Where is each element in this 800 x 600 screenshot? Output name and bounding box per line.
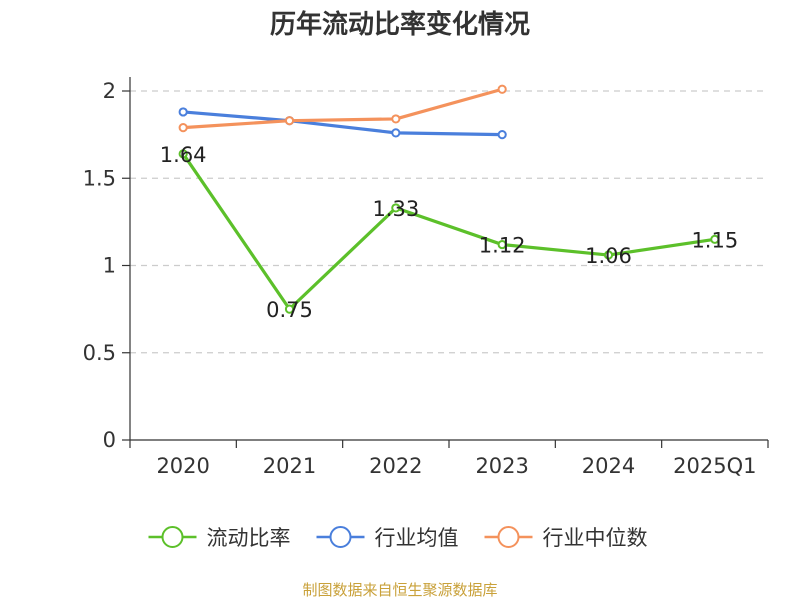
data-point[interactable] — [391, 128, 401, 138]
data-labels: 1.64 0.75 1.33 1.12 1.06 1.15 — [160, 143, 738, 322]
data-point[interactable] — [391, 114, 401, 124]
series-layer — [178, 84, 720, 314]
legend-marker-icon — [161, 526, 184, 548]
y-tick-label: 1 — [103, 254, 116, 278]
x-tick-label: 2024 — [582, 454, 635, 478]
legend[interactable]: 流动比率 行业均值 行业中位数 — [148, 526, 648, 550]
data-point[interactable] — [284, 116, 295, 126]
data-point[interactable] — [603, 250, 614, 260]
legend-marker-icon — [329, 526, 352, 548]
data-point[interactable] — [284, 304, 295, 314]
y-tick-label: 1.5 — [83, 166, 116, 190]
data-label: 1.15 — [691, 228, 738, 252]
legend-item[interactable]: 流动比率 — [148, 526, 291, 550]
series-line — [181, 152, 716, 311]
legend-label: 行业中位数 — [543, 526, 648, 550]
y-tick-label: 0.5 — [83, 341, 116, 365]
data-point[interactable] — [497, 84, 507, 94]
data-point[interactable] — [497, 239, 507, 250]
x-tick-label: 2021 — [263, 454, 316, 478]
grid-lines — [130, 90, 768, 354]
data-point[interactable] — [178, 149, 188, 159]
source-note: 制图数据来自恒生聚源数据库 — [302, 581, 497, 599]
legend-label: 行业均值 — [375, 526, 459, 550]
data-label: 1.33 — [372, 197, 419, 221]
axes: 0 0.5 1 1.5 2 2020 2021 2022 2023 2024 2025Q1 — [83, 77, 769, 478]
data-label: 0.75 — [266, 298, 313, 322]
data-point[interactable] — [178, 123, 188, 133]
y-tick-label: 0 — [103, 428, 116, 452]
legend-label: 流动比率 — [207, 526, 291, 550]
series-line — [183, 110, 503, 137]
data-point[interactable] — [391, 203, 401, 213]
x-tick-label: 2020 — [156, 454, 209, 478]
legend-item[interactable]: 行业中位数 — [484, 526, 648, 550]
legend-marker-icon — [497, 526, 520, 548]
data-label: 1.12 — [479, 234, 526, 258]
data-point[interactable] — [497, 130, 507, 140]
x-tick-label: 2023 — [475, 454, 528, 478]
legend-item[interactable]: 行业均值 — [316, 526, 459, 550]
x-tick-label: 2025Q1 — [673, 454, 756, 478]
data-point[interactable] — [710, 234, 720, 244]
y-tick-label: 2 — [103, 79, 116, 103]
chart-title: 历年流动比率变化情况 — [270, 9, 530, 40]
data-label: 1.64 — [160, 143, 207, 167]
series-line — [183, 87, 503, 130]
x-tick-label: 2022 — [369, 454, 422, 478]
data-point[interactable] — [178, 107, 188, 117]
data-label: 1.06 — [585, 244, 632, 268]
